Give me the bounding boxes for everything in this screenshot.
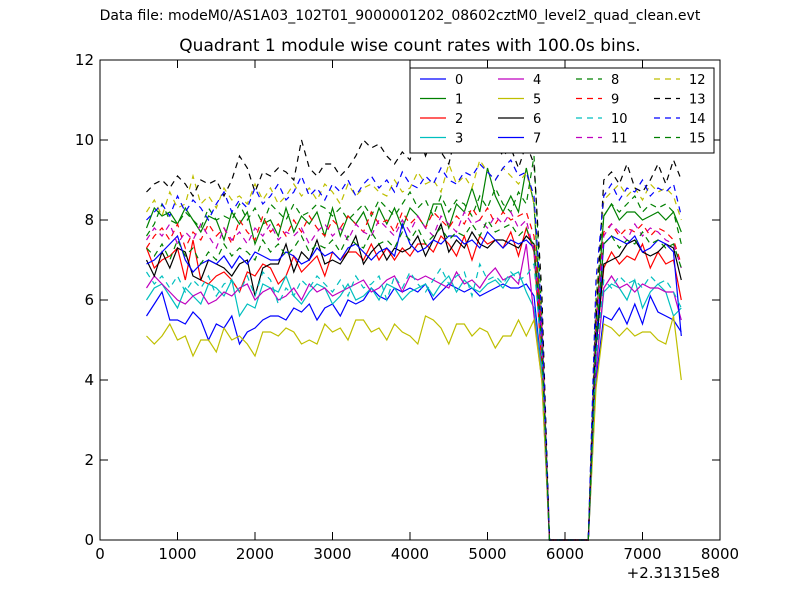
legend-label-0: 0 bbox=[455, 73, 463, 88]
y-tick-label: 6 bbox=[84, 291, 94, 309]
y-tick-label: 10 bbox=[75, 131, 94, 149]
figure-suptitle: Data file: modeM0/AS1A03_102T01_90000012… bbox=[99, 8, 701, 24]
y-tick-label: 2 bbox=[84, 451, 94, 469]
series-line-10 bbox=[145, 262, 682, 541]
legend-label-8: 8 bbox=[611, 73, 619, 88]
y-tick-label: 8 bbox=[84, 211, 94, 229]
legend-label-5: 5 bbox=[533, 93, 541, 108]
y-tick-label: 12 bbox=[75, 51, 94, 69]
x-offset-label: +2.31315e8 bbox=[627, 564, 720, 582]
series-line-14 bbox=[146, 158, 682, 541]
legend-label-14: 14 bbox=[689, 112, 706, 127]
x-tick-label: 7000 bbox=[623, 545, 661, 563]
x-tick-label: 5000 bbox=[468, 545, 506, 563]
legend-label-4: 4 bbox=[533, 73, 541, 88]
x-tick-label: 3000 bbox=[313, 545, 351, 563]
legend-label-12: 12 bbox=[689, 73, 706, 88]
series-line-13 bbox=[146, 123, 682, 541]
legend-label-7: 7 bbox=[533, 132, 541, 147]
legend-label-1: 1 bbox=[455, 93, 463, 108]
legend-label-6: 6 bbox=[533, 112, 541, 127]
chart-title: Quadrant 1 module wise count rates with … bbox=[179, 36, 641, 56]
series-line-15 bbox=[146, 218, 682, 541]
x-tick-label: 8000 bbox=[701, 545, 739, 563]
x-tick-label: 4000 bbox=[391, 545, 429, 563]
series-line-9 bbox=[145, 206, 682, 541]
legend-label-10: 10 bbox=[611, 112, 628, 127]
x-tick-label: 2000 bbox=[236, 545, 274, 563]
legend-label-11: 11 bbox=[611, 132, 628, 147]
legend-label-3: 3 bbox=[455, 132, 463, 147]
x-tick-label: 6000 bbox=[546, 545, 584, 563]
x-tick-label: 1000 bbox=[158, 545, 196, 563]
x-tick-label: 0 bbox=[95, 545, 105, 563]
legend-label-15: 15 bbox=[689, 132, 706, 147]
legend-label-2: 2 bbox=[455, 112, 463, 127]
series-line-5 bbox=[146, 315, 682, 541]
y-tick-label: 0 bbox=[84, 531, 94, 549]
axes-layer: 0 1000 2000 3000 4000 5000 6000 7000 80000246810… bbox=[75, 51, 739, 563]
y-tick-label: 4 bbox=[84, 371, 94, 389]
legend-label-9: 9 bbox=[611, 93, 619, 108]
legend-box bbox=[409, 67, 715, 154]
legend-label-13: 13 bbox=[689, 93, 706, 108]
series-layer bbox=[145, 123, 682, 541]
